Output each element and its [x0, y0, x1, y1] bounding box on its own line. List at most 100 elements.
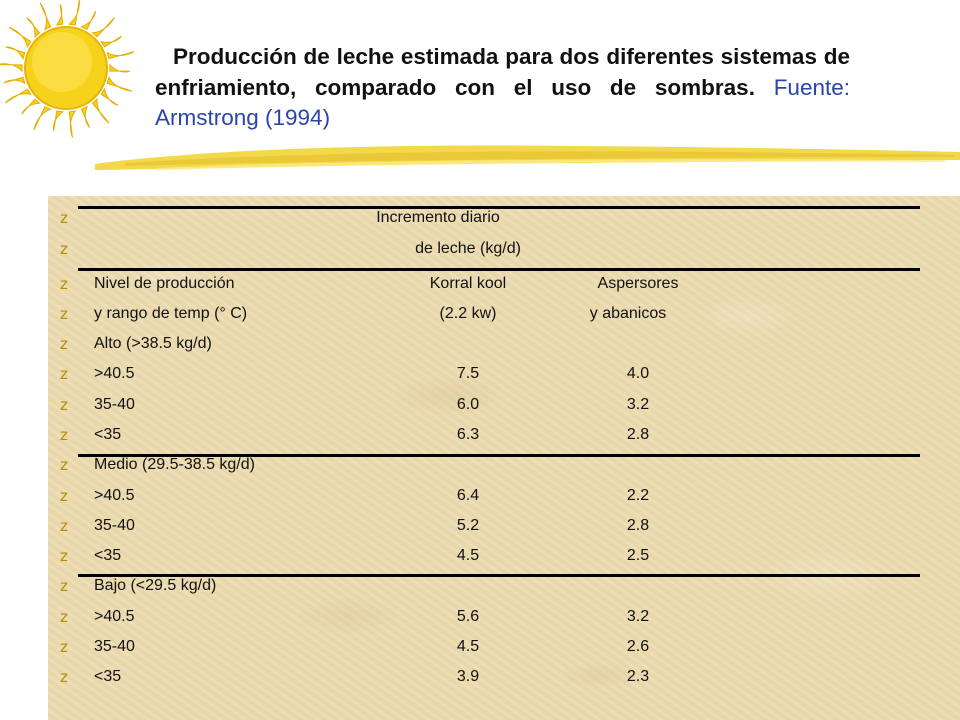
cell-range: <35: [94, 668, 122, 686]
cell-korral: 4.5: [456, 547, 480, 565]
cell-aspersores: 2.3: [626, 668, 650, 686]
colhead-abanicos: y abanicos: [589, 305, 667, 322]
cell-range: >40.5: [94, 365, 135, 383]
table-row: z >40.5 5.6 3.2: [48, 608, 960, 636]
cell-aspersores: 2.8: [626, 516, 650, 534]
bullet-icon: z: [60, 335, 68, 353]
table-rule-header: [78, 268, 920, 271]
bullet-icon: z: [60, 577, 68, 596]
group-header-row: z Bajo (<29.5 kg/d): [48, 577, 960, 605]
colhead-korral: Korral kool: [429, 275, 507, 292]
sun-ray: [52, 110, 65, 131]
sun-ray: [21, 98, 41, 115]
data-table-panel: z Incremento diario z de leche (kg/d) z …: [48, 196, 960, 720]
sun-ray: [91, 97, 110, 124]
colhead-nivel: Nivel de producción: [94, 275, 235, 292]
bullet-icon: z: [60, 240, 68, 258]
bullet-icon: z: [60, 668, 68, 687]
sun-ray: [39, 2, 52, 31]
cell-aspersores: 2.2: [626, 486, 650, 504]
bullet-icon: z: [60, 425, 68, 444]
cell-range: <35: [94, 547, 122, 565]
table-rule-top: [78, 206, 920, 209]
bullet-icon: z: [60, 638, 68, 656]
sun-ray: [68, 110, 77, 138]
table-rule-group-1: [78, 454, 920, 457]
table-row: z <35 4.5 2.5: [48, 547, 960, 575]
sun-icon: [0, 0, 135, 138]
sun-ray: [100, 35, 122, 48]
sun-ray: [106, 51, 135, 60]
sun-ray: [26, 17, 41, 39]
cell-aspersores: 3.2: [626, 395, 650, 413]
cell-range: 35-40: [94, 395, 135, 413]
sun-ray: [55, 4, 64, 26]
bullet-icon: z: [60, 486, 68, 505]
cell-korral: 5.6: [456, 607, 480, 625]
sun-rays: [0, 0, 135, 138]
cell-aspersores: 2.6: [626, 638, 650, 655]
table-row: z 35-40 5.2 2.8: [48, 517, 960, 545]
sun-ray: [106, 76, 133, 92]
bullet-icon: z: [60, 516, 68, 535]
bullet-icon: z: [60, 275, 68, 293]
brush-stroke-divider: [95, 145, 960, 170]
table-row: z >40.5 7.5 4.0: [48, 365, 960, 393]
sun-ray: [5, 46, 26, 60]
bullet-icon: z: [60, 305, 68, 323]
colhead-kw: (2.2 kw): [439, 305, 497, 322]
sun-highlight: [32, 32, 92, 92]
table-row: z <35 6.3 2.8: [48, 426, 960, 454]
table-header-row-2: z de leche (kg/d): [48, 240, 960, 268]
group-name: Alto (>38.5 kg/d): [94, 335, 212, 352]
bullet-icon: z: [60, 547, 68, 566]
slide-title: Producción de leche estimada para dos di…: [155, 42, 850, 134]
bullet-icon: z: [60, 607, 68, 626]
table-row: z >40.5 6.4 2.2: [48, 487, 960, 515]
cell-range: <35: [94, 425, 122, 443]
cell-range: 35-40: [94, 516, 135, 534]
group-name: Medio (29.5-38.5 kg/d): [94, 456, 255, 474]
cell-aspersores: 3.2: [626, 607, 650, 625]
cell-range: >40.5: [94, 486, 135, 504]
cell-aspersores: 2.8: [626, 425, 650, 443]
bullet-icon: z: [60, 456, 68, 475]
sun-ray: [0, 63, 23, 73]
cell-korral: 4.5: [456, 638, 480, 655]
bullet-icon: z: [60, 365, 68, 384]
cell-korral: 3.9: [456, 668, 480, 686]
cell-korral: 6.3: [456, 425, 480, 443]
table-row: z 35-40 6.0 3.2: [48, 396, 960, 424]
table-row: z 35-40 4.5 2.6: [48, 638, 960, 666]
cell-range: >40.5: [94, 607, 135, 625]
table-rule-group-2: [78, 574, 920, 577]
cell-korral: 5.2: [456, 516, 480, 534]
sun-ray: [67, 0, 80, 26]
group-header-row: z Medio (29.5-38.5 kg/d): [48, 456, 960, 484]
group-name: Bajo (<29.5 kg/d): [94, 577, 217, 595]
table-header-row-1: z Incremento diario: [48, 209, 960, 237]
header-incremento: Incremento diario: [376, 209, 500, 226]
table-colhead-row-1: z Nivel de producción Korral kool Aspers…: [48, 275, 960, 303]
sun-ray: [80, 10, 96, 31]
cell-korral: 7.5: [456, 365, 480, 383]
header-de-leche: de leche (kg/d): [415, 240, 521, 257]
cell-range: 35-40: [94, 638, 135, 655]
title-source-text: Fuente: Armstrong (1994): [155, 74, 850, 131]
title-main-text: Producción de leche estimada para dos di…: [155, 44, 850, 100]
cell-aspersores: 4.0: [626, 365, 650, 383]
colhead-rango: y rango de temp (° C): [94, 305, 248, 322]
colhead-aspersores: Aspersores: [597, 275, 679, 292]
group-header-row: z Alto (>38.5 kg/d): [48, 335, 960, 363]
cell-korral: 6.4: [456, 486, 480, 504]
cell-aspersores: 2.5: [626, 547, 650, 565]
table-row: z <35 3.9 2.3: [48, 668, 960, 696]
table-colhead-row-2: z y rango de temp (° C) (2.2 kw) y abani…: [48, 305, 960, 333]
sun-ray: [33, 105, 52, 131]
sun-ray: [4, 88, 32, 104]
sun-ray: [8, 26, 32, 49]
cell-korral: 6.0: [456, 395, 480, 413]
sun-ray: [80, 105, 91, 128]
sun-ray: [3, 76, 26, 85]
sun-ray: [100, 87, 119, 106]
